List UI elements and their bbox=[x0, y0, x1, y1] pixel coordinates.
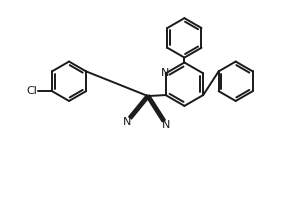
Text: N: N bbox=[160, 68, 169, 78]
Text: N: N bbox=[162, 120, 170, 130]
Text: N: N bbox=[123, 117, 131, 127]
Text: Cl: Cl bbox=[27, 86, 38, 96]
